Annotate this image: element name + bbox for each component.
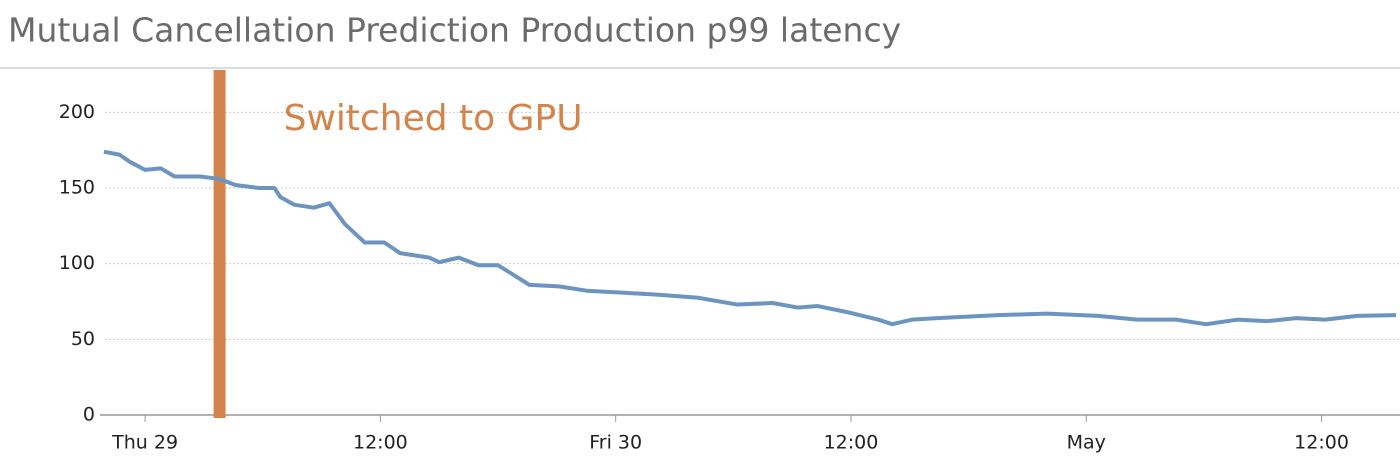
y-tick-label: 0 — [83, 404, 95, 426]
x-tick-label: 12:00 — [824, 432, 879, 454]
y-tick-label: 50 — [71, 328, 95, 350]
line — [103, 149, 1397, 327]
annotation-label: Switched to GPU — [284, 98, 583, 139]
annotation-line — [213, 70, 226, 418]
y-tick-label: 200 — [59, 101, 95, 123]
y-tick-label: 100 — [59, 252, 95, 274]
x-tick-label: 12:00 — [1294, 432, 1349, 454]
chart-title: Mutual Cancellation Prediction Productio… — [8, 11, 901, 50]
x-tick-label: 12:00 — [353, 432, 408, 454]
y-tick-label: 150 — [59, 177, 95, 199]
x-tick-label: Thu 29 — [111, 432, 178, 454]
x-tick-label: Fri 30 — [589, 432, 642, 454]
x-tick-label: May — [1067, 432, 1106, 454]
